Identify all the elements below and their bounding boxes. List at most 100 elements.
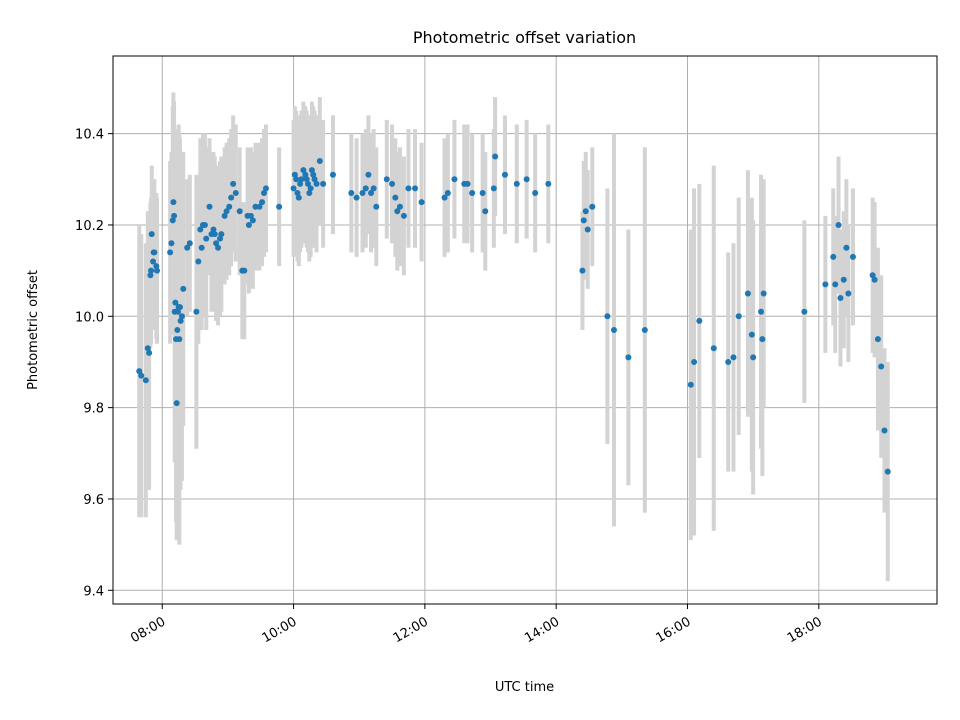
data-point (176, 336, 183, 343)
x-axis-label: UTC time (495, 680, 554, 695)
data-point (307, 185, 314, 192)
data-point (580, 217, 587, 224)
data-point (168, 240, 175, 247)
data-point (177, 317, 184, 324)
data-point (211, 231, 218, 238)
data-point (262, 185, 269, 192)
data-point (144, 345, 151, 352)
data-point (760, 290, 767, 297)
x-tick-label: 10:00 (260, 614, 300, 646)
data-point (193, 308, 200, 315)
data-point (545, 180, 552, 187)
error-bars (137, 92, 890, 582)
data-point (840, 276, 847, 283)
data-point (198, 244, 205, 251)
data-point (306, 190, 313, 196)
data-point (169, 217, 176, 224)
data-point (298, 176, 305, 183)
data-point (218, 231, 225, 238)
data-point (153, 267, 160, 274)
data-point (293, 176, 300, 183)
data-point (206, 203, 213, 210)
data-point (843, 244, 850, 251)
data-point (173, 400, 180, 407)
data-point (392, 194, 399, 201)
data-point (878, 363, 885, 370)
data-point (171, 212, 178, 219)
data-point (464, 180, 471, 187)
data-point (310, 171, 317, 178)
data-point (849, 253, 856, 260)
data-point (215, 244, 222, 251)
data-point (195, 258, 202, 265)
data-point (146, 349, 153, 356)
data-point (696, 317, 703, 324)
data-point (832, 281, 839, 288)
data-point (313, 180, 320, 187)
data-point (329, 171, 336, 178)
data-point (175, 308, 182, 315)
data-point (316, 158, 323, 165)
data-point (735, 313, 742, 320)
data-point (276, 203, 283, 210)
y-tick-label: 9.6 (83, 493, 104, 508)
data-point (579, 267, 586, 274)
data-point (389, 180, 396, 187)
data-point (178, 313, 185, 320)
data-points (136, 153, 891, 475)
chart-title: Photometric offset variation (413, 28, 636, 47)
data-point (150, 258, 157, 265)
data-point (373, 203, 380, 210)
y-tick-label: 10.2 (75, 219, 104, 234)
data-point (830, 253, 837, 260)
data-point (469, 190, 476, 196)
data-point (180, 285, 187, 292)
data-point (226, 203, 233, 210)
data-point (400, 212, 407, 219)
data-point (610, 327, 617, 333)
data-point (394, 208, 401, 215)
data-point (153, 263, 160, 270)
data-point (151, 249, 158, 256)
data-point (236, 208, 243, 215)
data-point (247, 212, 254, 219)
data-point (348, 190, 355, 196)
y-tick-label: 9.4 (83, 584, 104, 599)
y-tick-label: 10.0 (75, 310, 104, 325)
data-point (249, 217, 256, 224)
data-point (730, 354, 737, 361)
data-point (311, 176, 318, 183)
data-point (230, 180, 237, 187)
data-point (523, 176, 530, 183)
data-point (418, 199, 425, 206)
data-point (261, 190, 268, 196)
y-axis-ticks: 9.4 9.6 9.8 10.0 10.2 10.4 (75, 128, 113, 599)
data-point (290, 185, 297, 192)
data-point (871, 276, 878, 283)
data-point (210, 226, 217, 233)
x-tick-label: 16:00 (654, 614, 694, 646)
data-point (513, 180, 520, 187)
data-point (479, 190, 486, 196)
data-point (748, 331, 755, 338)
data-point (167, 249, 174, 256)
data-point (197, 226, 204, 233)
x-tick-label: 14:00 (522, 614, 562, 646)
data-point (174, 327, 181, 333)
data-point (725, 358, 732, 365)
data-point (441, 194, 448, 201)
data-point (822, 281, 829, 288)
data-point (308, 167, 315, 174)
x-tick-label: 18:00 (785, 614, 825, 646)
x-tick-label: 12:00 (391, 614, 431, 646)
data-point (305, 180, 312, 187)
data-point (186, 240, 193, 247)
y-tick-label: 9.8 (83, 402, 104, 417)
data-point (758, 308, 765, 315)
data-point (359, 190, 366, 196)
data-point (302, 171, 309, 178)
data-point (201, 221, 208, 228)
data-point (176, 304, 183, 311)
data-point (353, 194, 360, 201)
data-point (368, 190, 375, 196)
